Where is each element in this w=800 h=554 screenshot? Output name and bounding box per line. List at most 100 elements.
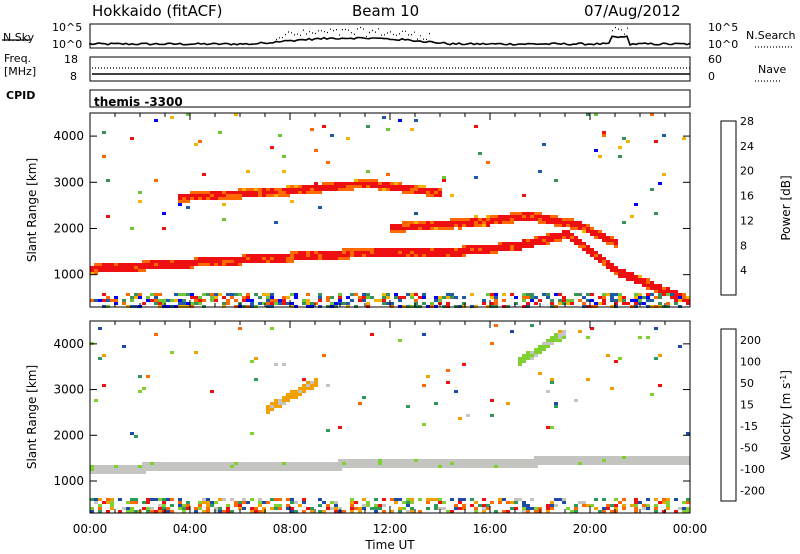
heatmap-cell (306, 191, 310, 194)
heatmap-cell (678, 296, 682, 299)
heatmap-cell (626, 275, 630, 278)
heatmap-cell (446, 462, 450, 465)
heatmap-cell (170, 299, 174, 302)
heatmap-cell (522, 239, 526, 242)
heatmap-cell (662, 501, 666, 504)
heatmap-cell (130, 510, 134, 513)
heatmap-cell (142, 260, 146, 263)
heatmap-cell (246, 260, 250, 263)
heatmap-cell (310, 188, 314, 191)
heatmap-cell (286, 393, 290, 396)
heatmap-cell (598, 260, 602, 263)
heatmap-cell (410, 191, 414, 194)
heatmap-cell (482, 465, 486, 468)
heatmap-cell (218, 194, 222, 197)
heatmap-cell (554, 462, 558, 465)
heatmap-cell (254, 188, 258, 191)
heatmap-cell (530, 357, 534, 360)
heatmap-cell (358, 299, 362, 302)
heatmap-cell (302, 510, 306, 513)
heatmap-cell (274, 221, 278, 224)
heatmap-cell (126, 266, 130, 269)
heatmap-cell (462, 254, 466, 257)
heatmap-cell (518, 357, 522, 360)
freq-right-tick-top: 60 (708, 53, 722, 66)
heatmap-cell (478, 459, 482, 462)
heatmap-cell (362, 179, 366, 182)
heatmap-cell (438, 191, 442, 194)
heatmap-cell (606, 260, 610, 263)
heatmap-cell (154, 462, 158, 465)
heatmap-cell (446, 227, 450, 230)
heatmap-cell (246, 191, 250, 194)
heatmap-cell (522, 465, 526, 468)
heatmap-cell (254, 507, 258, 510)
heatmap-cell (490, 459, 494, 462)
heatmap-cell (602, 134, 606, 137)
heatmap-cell (126, 263, 130, 266)
heatmap-cell (226, 465, 230, 468)
heatmap-cell (382, 459, 386, 462)
heatmap-cell (546, 218, 550, 221)
heatmap-cell (358, 179, 362, 182)
heatmap-cell (210, 468, 214, 471)
heatmap-cell (550, 221, 554, 224)
heatmap-cell (366, 179, 370, 182)
heatmap-cell (238, 257, 242, 260)
heatmap-cell (162, 266, 166, 269)
heatmap-cell (474, 462, 478, 465)
colorbar-frame (720, 328, 737, 502)
heatmap-cell (558, 498, 562, 501)
heatmap-cell (542, 456, 546, 459)
heatmap-cell (670, 456, 674, 459)
heatmap-cell (370, 179, 374, 182)
heatmap-cell (558, 299, 562, 302)
heatmap-cell (526, 293, 530, 296)
heatmap-cell (562, 501, 566, 504)
heatmap-cell (614, 242, 618, 245)
heatmap-cell (566, 456, 570, 459)
heatmap-cell (98, 357, 102, 360)
heatmap-cell (90, 266, 94, 269)
heatmap-cell (138, 293, 142, 296)
heatmap-cell (290, 501, 294, 504)
heatmap-cell (106, 510, 110, 513)
heatmap-cell (246, 468, 250, 471)
heatmap-cell (194, 510, 198, 513)
heatmap-cell (246, 254, 250, 257)
heatmap-cell (334, 501, 338, 504)
heatmap-cell (574, 293, 578, 296)
heatmap-cell (162, 501, 166, 504)
heatmap-cell (462, 245, 466, 248)
heatmap-cell (358, 465, 362, 468)
heatmap-cell (194, 260, 198, 263)
heatmap-cell (434, 224, 438, 227)
heatmap-cell (610, 459, 614, 462)
heatmap-cell (274, 363, 278, 366)
heatmap-cell (462, 296, 466, 299)
heatmap-cell (98, 471, 102, 474)
heatmap-cell (510, 212, 514, 215)
heatmap-cell (318, 468, 322, 471)
heatmap-cell (494, 510, 498, 513)
heatmap-cell (522, 354, 526, 357)
heatmap-cell (550, 378, 554, 381)
heatmap-cell (570, 459, 574, 462)
heatmap-cell (198, 465, 202, 468)
heatmap-cell (666, 459, 670, 462)
heatmap-cell (674, 456, 678, 459)
heatmap-cell (374, 248, 378, 251)
heatmap-cell (238, 263, 242, 266)
heatmap-cell (522, 501, 526, 504)
heatmap-cell (542, 462, 546, 465)
heatmap-cell (462, 221, 466, 224)
heatmap-cell (478, 221, 482, 224)
heatmap-cell (118, 269, 122, 272)
heatmap-cell (226, 194, 230, 197)
heatmap-cell (446, 296, 450, 299)
heatmap-cell (502, 299, 506, 302)
heatmap-cell (682, 293, 686, 296)
heatmap-cell (566, 230, 570, 233)
panel-frame (89, 112, 691, 308)
heatmap-cell (390, 302, 394, 305)
